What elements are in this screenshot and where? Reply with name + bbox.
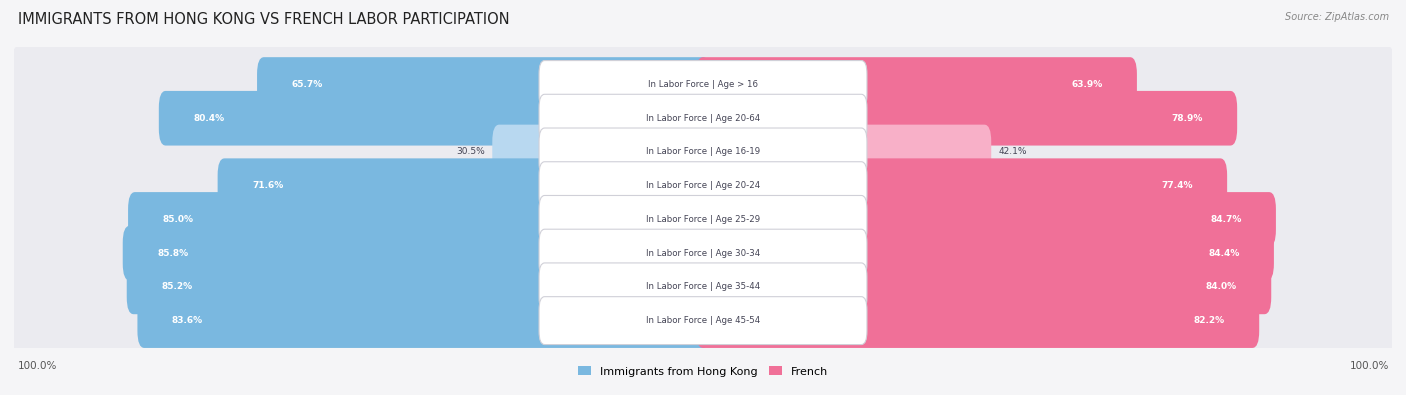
Text: In Labor Force | Age 20-64: In Labor Force | Age 20-64 [645,114,761,123]
FancyBboxPatch shape [159,91,710,145]
FancyBboxPatch shape [538,196,868,243]
FancyBboxPatch shape [10,214,1396,293]
FancyBboxPatch shape [538,297,868,344]
Text: 84.4%: 84.4% [1208,249,1240,258]
Text: IMMIGRANTS FROM HONG KONG VS FRENCH LABOR PARTICIPATION: IMMIGRANTS FROM HONG KONG VS FRENCH LABO… [18,12,510,27]
Text: 78.9%: 78.9% [1171,114,1202,123]
FancyBboxPatch shape [10,281,1396,360]
Text: In Labor Force | Age 25-29: In Labor Force | Age 25-29 [645,215,761,224]
FancyBboxPatch shape [10,146,1396,225]
Text: 100.0%: 100.0% [1350,361,1389,371]
FancyBboxPatch shape [218,158,710,213]
Text: 82.2%: 82.2% [1194,316,1225,325]
FancyBboxPatch shape [696,125,991,179]
FancyBboxPatch shape [696,192,1275,247]
FancyBboxPatch shape [127,260,710,314]
FancyBboxPatch shape [122,226,710,280]
Text: 100.0%: 100.0% [18,361,58,371]
FancyBboxPatch shape [696,293,1260,348]
FancyBboxPatch shape [10,79,1396,158]
FancyBboxPatch shape [128,192,710,247]
FancyBboxPatch shape [538,60,868,109]
FancyBboxPatch shape [138,293,710,348]
Text: In Labor Force | Age 20-24: In Labor Force | Age 20-24 [645,181,761,190]
FancyBboxPatch shape [10,45,1396,124]
FancyBboxPatch shape [696,226,1274,280]
Text: 30.5%: 30.5% [457,147,485,156]
Text: 84.0%: 84.0% [1206,282,1237,292]
Text: 77.4%: 77.4% [1161,181,1192,190]
FancyBboxPatch shape [538,162,868,210]
Text: 85.0%: 85.0% [163,215,194,224]
Text: In Labor Force | Age 45-54: In Labor Force | Age 45-54 [645,316,761,325]
Legend: Immigrants from Hong Kong, French: Immigrants from Hong Kong, French [574,362,832,381]
FancyBboxPatch shape [492,125,710,179]
Text: In Labor Force | Age 30-34: In Labor Force | Age 30-34 [645,249,761,258]
FancyBboxPatch shape [696,91,1237,145]
Text: 80.4%: 80.4% [193,114,225,123]
FancyBboxPatch shape [696,158,1227,213]
FancyBboxPatch shape [538,229,868,277]
Text: 42.1%: 42.1% [998,147,1026,156]
Text: Source: ZipAtlas.com: Source: ZipAtlas.com [1285,12,1389,22]
Text: 71.6%: 71.6% [252,181,284,190]
FancyBboxPatch shape [538,263,868,311]
Text: In Labor Force | Age 35-44: In Labor Force | Age 35-44 [645,282,761,292]
FancyBboxPatch shape [257,57,710,112]
FancyBboxPatch shape [10,180,1396,259]
FancyBboxPatch shape [696,260,1271,314]
Text: 65.7%: 65.7% [291,80,323,89]
Text: 85.8%: 85.8% [157,249,188,258]
Text: 84.7%: 84.7% [1211,215,1241,224]
Text: In Labor Force | Age > 16: In Labor Force | Age > 16 [648,80,758,89]
FancyBboxPatch shape [538,94,868,142]
Text: In Labor Force | Age 16-19: In Labor Force | Age 16-19 [645,147,761,156]
FancyBboxPatch shape [538,128,868,176]
FancyBboxPatch shape [10,247,1396,326]
Text: 63.9%: 63.9% [1071,80,1102,89]
Text: 83.6%: 83.6% [172,316,202,325]
FancyBboxPatch shape [696,57,1137,112]
FancyBboxPatch shape [10,113,1396,192]
Text: 85.2%: 85.2% [162,282,193,292]
